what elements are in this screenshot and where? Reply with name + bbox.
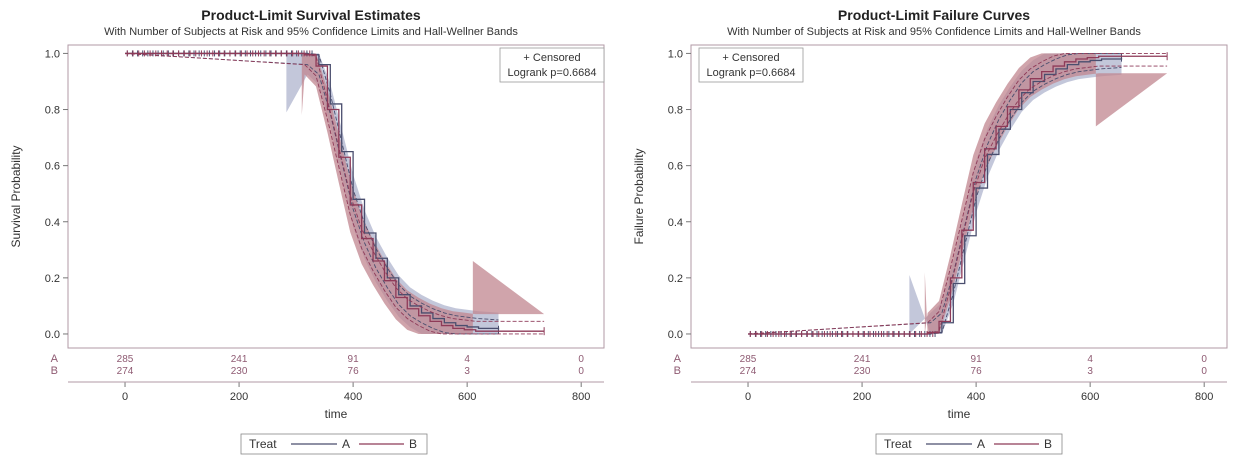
x-tick-label: 800 <box>1195 391 1213 403</box>
legend-entry-a: A <box>977 437 985 451</box>
plot-frame <box>690 44 1228 349</box>
censored-legend-text: + Censored <box>722 52 779 64</box>
legend-entry-b: B <box>1044 437 1052 451</box>
y-axis-label: Survival Probability <box>9 145 23 247</box>
at-risk-count: 3 <box>1087 366 1093 377</box>
y-tick-label: 0.0 <box>45 329 60 341</box>
y-tick-label: 1.0 <box>668 48 683 60</box>
at-risk-row-label: A <box>51 353 59 365</box>
y-tick-label: 0.4 <box>668 217 683 229</box>
y-tick-label: 0.6 <box>668 161 683 173</box>
confidence-limit-up-b <box>747 52 1168 335</box>
confidence-limit-lo-b <box>124 52 545 335</box>
survival-curve-b <box>748 55 1168 335</box>
at-risk-count: 230 <box>854 366 871 377</box>
logrank-p-value: Logrank p=0.6684 <box>707 67 796 79</box>
survival-curve-b <box>125 52 545 332</box>
confidence-limit-lo-a <box>748 66 1122 335</box>
survival-curve-a <box>125 52 500 330</box>
logrank-p-value: Logrank p=0.6684 <box>508 67 597 79</box>
x-tick-label: 200 <box>853 391 871 403</box>
x-tick-label: 600 <box>458 391 476 403</box>
at-risk-count: 285 <box>117 354 134 365</box>
y-tick-label: 0.2 <box>45 273 60 285</box>
censored-legend-text: + Censored <box>523 52 580 64</box>
at-risk-count: 91 <box>348 354 360 365</box>
at-risk-count: 274 <box>740 366 757 377</box>
at-risk-row-label: B <box>51 365 58 377</box>
y-tick-label: 1.0 <box>45 48 60 60</box>
confidence-limit-up-a <box>747 52 1122 335</box>
at-risk-row-label: A <box>674 353 682 365</box>
x-tick-label: 0 <box>122 391 128 403</box>
x-axis-label: time <box>948 407 971 421</box>
legend-entry-a: A <box>342 437 350 451</box>
y-tick-label: 0.2 <box>668 273 683 285</box>
survival-curve-a <box>748 57 1123 335</box>
x-tick-label: 600 <box>1081 391 1099 403</box>
y-tick-label: 0.4 <box>45 217 60 229</box>
at-risk-count: 241 <box>854 354 871 365</box>
y-tick-label: 0.0 <box>668 329 683 341</box>
x-tick-label: 200 <box>230 391 248 403</box>
chart-subtitle: With Number of Subjects at Risk and 95% … <box>104 26 518 38</box>
x-tick-label: 0 <box>745 391 751 403</box>
at-risk-count: 0 <box>578 354 584 365</box>
y-tick-label: 0.8 <box>45 105 60 117</box>
x-tick-label: 800 <box>572 391 590 403</box>
x-tick-label: 400 <box>344 391 362 403</box>
failure-chart: Product-Limit Failure Curves With Number … <box>632 7 1228 455</box>
at-risk-count: 0 <box>1201 366 1207 377</box>
legend-entry-b: B <box>409 437 417 451</box>
chart-subtitle: With Number of Subjects at Risk and 95% … <box>727 26 1141 38</box>
survival-chart: Product-Limit Survival Estimates With Num… <box>9 7 605 455</box>
at-risk-count: 230 <box>231 366 248 377</box>
treat-legend-title: Treat <box>249 437 277 451</box>
at-risk-row-label: B <box>674 365 681 377</box>
at-risk-count: 76 <box>971 366 983 377</box>
at-risk-count: 241 <box>231 354 248 365</box>
censored-inset-box <box>698 47 804 83</box>
confidence-limit-lo-b <box>748 65 1168 335</box>
plot-frame <box>67 44 605 349</box>
y-tick-label: 0.8 <box>668 105 683 117</box>
chart-title: Product-Limit Survival Estimates <box>201 7 421 23</box>
chart-title: Product-Limit Failure Curves <box>838 7 1030 23</box>
at-risk-count: 274 <box>117 366 134 377</box>
confidence-limit-lo-a <box>124 52 499 335</box>
confidence-limit-up-b <box>125 52 545 322</box>
y-axis-label: Failure Probability <box>632 148 646 244</box>
at-risk-count: 0 <box>578 366 584 377</box>
at-risk-count: 3 <box>464 366 470 377</box>
confidence-limit-up-a <box>125 52 499 321</box>
treat-legend-title: Treat <box>884 437 912 451</box>
at-risk-count: 4 <box>464 354 470 365</box>
at-risk-count: 285 <box>740 354 757 365</box>
x-tick-label: 400 <box>967 391 985 403</box>
at-risk-count: 4 <box>1087 354 1093 365</box>
at-risk-count: 91 <box>971 354 983 365</box>
hall-wellner-band-b <box>924 53 1168 334</box>
at-risk-count: 76 <box>348 366 360 377</box>
y-tick-label: 0.6 <box>45 161 60 173</box>
x-axis-label: time <box>325 407 348 421</box>
hall-wellner-band-b <box>301 53 545 334</box>
at-risk-count: 0 <box>1201 354 1207 365</box>
censored-inset-box <box>499 47 605 83</box>
